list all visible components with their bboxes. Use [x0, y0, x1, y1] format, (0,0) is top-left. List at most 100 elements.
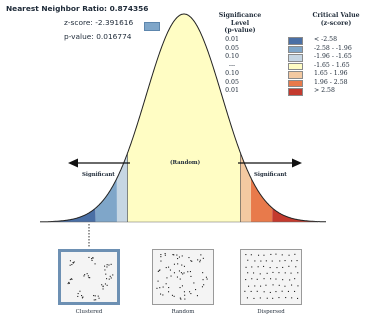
point	[291, 297, 293, 299]
point	[259, 297, 261, 299]
nn-ratio-value: 0.874356	[109, 4, 149, 13]
curve-region	[95, 178, 117, 222]
point	[259, 273, 261, 275]
z-score-label: z-score:	[64, 18, 93, 27]
legend-swatch	[288, 62, 303, 70]
legend-row: 0.10 -1.96 - -1.65	[210, 53, 375, 62]
legend-p-value: 0.01	[225, 36, 239, 43]
point	[183, 272, 185, 274]
point	[84, 274, 86, 276]
point	[282, 279, 284, 281]
point	[102, 285, 104, 287]
point	[176, 254, 178, 256]
point	[102, 288, 104, 290]
panel-label-random: Random	[171, 309, 195, 315]
point	[108, 264, 110, 266]
point	[296, 260, 298, 262]
point	[197, 259, 199, 261]
point	[160, 293, 162, 295]
point	[98, 297, 100, 299]
point	[288, 254, 290, 256]
point	[272, 284, 274, 286]
legend-swatch	[288, 37, 303, 45]
legend-swatch	[288, 79, 303, 87]
curve-region	[116, 153, 128, 222]
point	[256, 290, 258, 292]
random-label: (Random)	[170, 160, 201, 166]
point	[256, 278, 258, 280]
legend-row: 0.10 1.65 - 1.96	[210, 70, 375, 79]
point	[165, 267, 167, 269]
point	[69, 279, 71, 281]
point	[173, 272, 175, 274]
point	[104, 265, 106, 267]
point	[68, 281, 70, 283]
point	[170, 275, 172, 277]
point	[184, 298, 186, 300]
point	[284, 285, 286, 287]
point	[95, 299, 97, 301]
point	[284, 260, 286, 262]
z-score-row: z-score: -2.391616	[6, 18, 160, 32]
point	[295, 266, 297, 268]
point	[193, 282, 195, 284]
point	[279, 260, 281, 262]
point	[281, 290, 283, 292]
legend-z-range: < -2.58	[314, 36, 338, 43]
point	[104, 269, 106, 271]
point	[275, 278, 277, 280]
point	[257, 266, 259, 268]
point	[247, 272, 249, 274]
point	[168, 287, 170, 289]
point	[297, 297, 299, 299]
legend-row: 0.01 > 2.58	[210, 87, 375, 96]
right-arrow	[238, 158, 302, 168]
point	[254, 285, 256, 287]
point	[260, 260, 262, 262]
legend-z-range: > 2.58	[314, 87, 335, 94]
point	[297, 272, 299, 274]
point	[86, 273, 88, 275]
point	[263, 254, 265, 256]
legend-swatch	[288, 45, 303, 53]
point	[69, 260, 71, 262]
point	[110, 277, 112, 279]
point	[157, 280, 159, 282]
point	[81, 297, 83, 299]
point	[202, 279, 204, 281]
point	[270, 278, 272, 280]
point	[162, 286, 164, 288]
legend-p-value: 0.05	[225, 44, 239, 52]
legend-z-header: Critical Value (z-score)	[312, 12, 360, 27]
point	[199, 259, 201, 261]
point	[166, 277, 168, 279]
point	[181, 264, 183, 266]
point	[189, 291, 191, 293]
point	[248, 285, 250, 287]
point	[177, 263, 179, 265]
point	[196, 295, 198, 297]
point	[188, 257, 190, 259]
point	[179, 287, 181, 289]
point	[165, 283, 167, 285]
point	[202, 272, 204, 274]
point	[67, 283, 69, 285]
dispersed-points	[244, 253, 299, 299]
point	[263, 291, 265, 293]
point	[206, 278, 208, 280]
point	[253, 297, 255, 299]
right-significant-label: Significant	[254, 172, 287, 178]
point	[172, 254, 174, 256]
point	[180, 272, 182, 274]
point	[278, 297, 280, 299]
point	[176, 276, 178, 278]
point	[164, 253, 166, 255]
point	[106, 266, 108, 268]
point	[77, 295, 79, 297]
legend-p-value: 0.05	[225, 78, 239, 86]
nn-ratio-label: Nearest Neighbor Ratio:	[6, 4, 107, 13]
point	[179, 297, 181, 299]
point	[203, 284, 205, 286]
point	[297, 285, 299, 287]
result-stats: Nearest Neighbor Ratio: 0.874356 z-score…	[6, 4, 160, 46]
